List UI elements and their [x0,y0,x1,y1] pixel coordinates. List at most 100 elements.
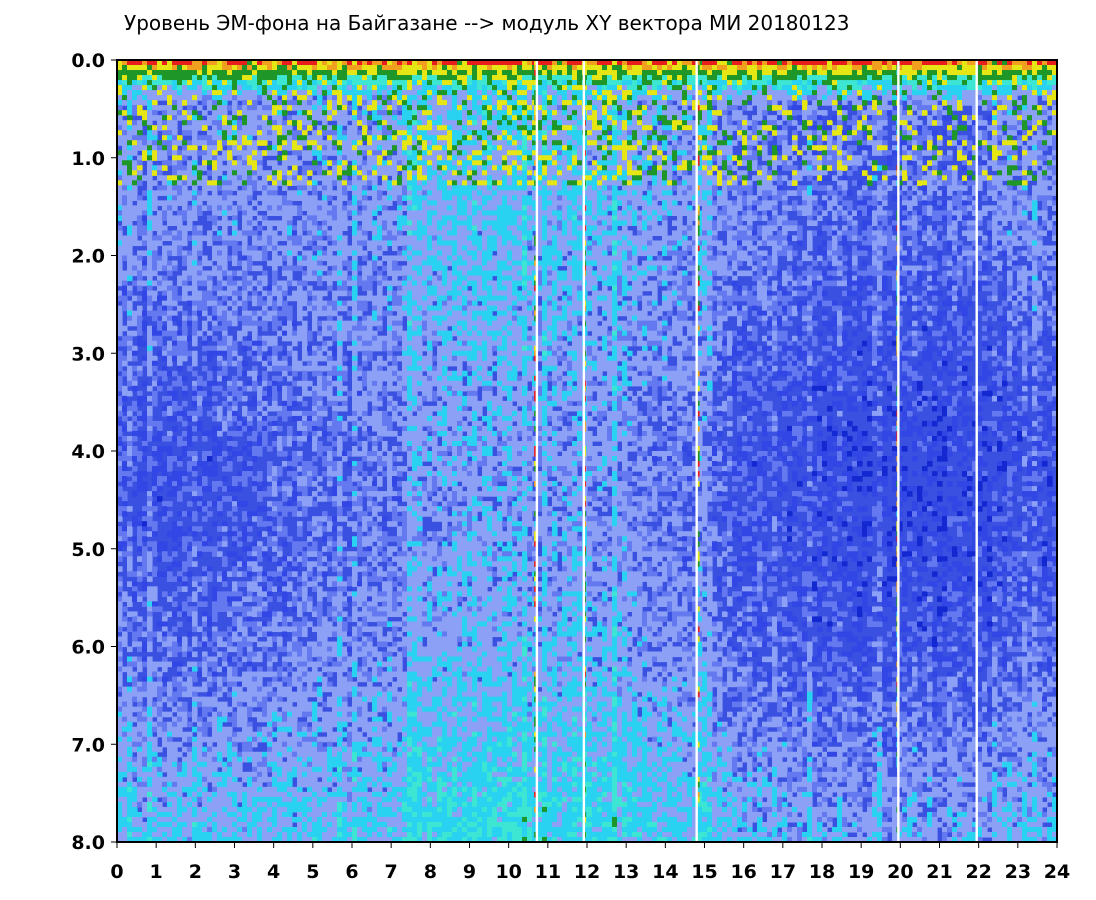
heatmap-cell [267,385,273,392]
heatmap-cell [332,415,338,422]
heatmap-cell [297,736,303,743]
heatmap-cell [202,205,208,211]
heatmap-cell [282,410,288,417]
heatmap-cell [322,320,328,327]
heatmap-cell [137,395,143,402]
heatmap-cell [212,691,218,698]
heatmap-cell [267,521,273,527]
heatmap-cell [207,836,213,843]
heatmap-cell [262,355,268,362]
heatmap-cell [122,456,128,462]
heatmap-cell [327,85,333,91]
heatmap-cell [277,781,283,788]
heatmap-cell [167,430,173,437]
heatmap-cell [282,836,288,843]
heatmap-cell [142,571,148,577]
heatmap-cell [287,400,293,407]
heatmap-cell [247,285,253,292]
heatmap-cell [287,135,293,141]
heatmap-cell [267,90,273,96]
heatmap-cell [152,801,158,808]
heatmap-cell [217,355,223,362]
heatmap-cell [127,481,133,487]
heatmap-cell [187,225,193,232]
heatmap-cell [152,315,158,322]
heatmap-cell [312,295,318,302]
heatmap-cell [167,511,173,517]
heatmap-cell [172,200,178,206]
heatmap-cell [282,811,288,818]
heatmap-cell [192,471,198,477]
heatmap-cell [162,616,168,623]
heatmap-cell [142,270,148,277]
heatmap-cell [332,190,338,196]
heatmap-cell [192,320,198,327]
heatmap-cell [147,616,153,623]
heatmap-cell [152,355,158,362]
heatmap-cell [252,701,258,708]
heatmap-cell [317,786,323,793]
heatmap-cell [177,415,183,422]
heatmap-cell [247,205,253,211]
heatmap-cell [182,821,188,828]
heatmap-cell [127,225,133,232]
heatmap-cell [327,756,333,763]
heatmap-cell [267,110,273,116]
heatmap-cell [167,781,173,788]
heatmap-cell [207,235,213,242]
heatmap-cell [317,791,323,798]
heatmap-cell [262,736,268,743]
heatmap-cell [252,370,258,377]
heatmap-cell [197,816,203,823]
heatmap-cell [277,521,283,527]
heatmap-cell [277,586,283,592]
heatmap-cell [312,561,318,567]
heatmap-cell [212,405,218,412]
heatmap-cell [317,260,323,267]
heatmap-cell [167,300,173,307]
heatmap-cell [137,340,143,347]
heatmap-cell [252,836,258,843]
heatmap-cell [282,801,288,808]
heatmap-cell [157,200,163,206]
heatmap-cell [117,135,123,141]
heatmap-cell [287,435,293,442]
heatmap-cell [262,180,268,186]
heatmap-cell [117,541,123,547]
heatmap-cell [137,771,143,778]
heatmap-cell [167,791,173,798]
heatmap-cell [257,445,263,452]
heatmap-cell [297,776,303,783]
heatmap-cell [162,741,168,748]
heatmap-cell [282,646,288,653]
heatmap-cell [212,130,218,136]
heatmap-cell [327,641,333,648]
heatmap-cell [312,736,318,743]
heatmap-cell [167,135,173,141]
heatmap-cell [297,190,303,196]
heatmap-cell [227,70,233,76]
heatmap-cell [222,105,228,111]
heatmap-cell [222,70,228,76]
heatmap-cell [197,180,203,186]
heatmap-cell [147,711,153,718]
heatmap-cell [147,601,153,607]
heatmap-cell [172,190,178,196]
heatmap-cell [317,100,323,106]
heatmap-cell [152,105,158,111]
heatmap-cell [147,746,153,753]
heatmap-cell [127,315,133,322]
heatmap-cell [167,576,173,582]
heatmap-cell [137,180,143,186]
heatmap-cell [122,95,128,101]
heatmap-cell [222,781,228,788]
heatmap-cell [247,105,253,111]
heatmap-cell [162,230,168,237]
heatmap-cell [207,706,213,713]
heatmap-cell [157,556,163,562]
heatmap-cell [147,566,153,572]
heatmap-cell [322,310,328,317]
heatmap-cell [192,701,198,708]
heatmap-cell [327,205,333,211]
heatmap-cell [302,601,308,607]
